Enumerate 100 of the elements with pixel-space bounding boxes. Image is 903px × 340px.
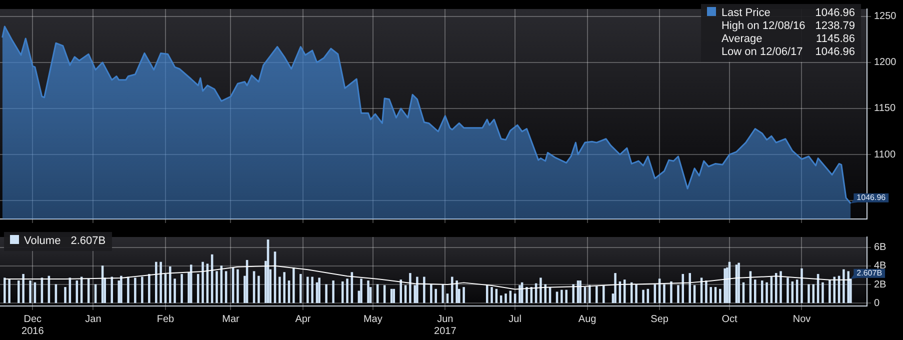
bar bbox=[442, 284, 444, 304]
bar bbox=[588, 285, 591, 304]
x-tick-label: Jul bbox=[508, 314, 522, 325]
bar bbox=[800, 268, 803, 304]
bar bbox=[766, 282, 768, 304]
bar bbox=[719, 288, 722, 304]
y-tick-label: 1200 bbox=[874, 57, 897, 68]
bar bbox=[311, 276, 314, 304]
bar bbox=[236, 269, 239, 304]
annotation: 1046.96 bbox=[856, 193, 886, 202]
bar bbox=[392, 288, 396, 304]
bar bbox=[596, 286, 598, 304]
text: Last Price 1046.96 bbox=[721, 7, 855, 19]
bar bbox=[833, 276, 836, 304]
bar bbox=[518, 285, 521, 304]
annotation: 2.607B bbox=[856, 268, 882, 278]
x-tick-label: Dec 2016 bbox=[22, 314, 44, 337]
annotation: Low on 12/06/17 1046.96 bbox=[721, 46, 855, 59]
bar bbox=[688, 273, 691, 304]
bar bbox=[780, 271, 782, 304]
x-tick-label: Feb bbox=[156, 314, 175, 325]
bar bbox=[118, 280, 120, 304]
bar bbox=[120, 276, 122, 304]
x-tick-label: Jan bbox=[85, 314, 102, 325]
bar bbox=[423, 276, 426, 304]
bar bbox=[456, 280, 458, 304]
x-tick-label: Sep bbox=[650, 314, 669, 325]
bar bbox=[110, 276, 113, 304]
bar bbox=[29, 280, 32, 304]
legend-label: Volume 2.607B bbox=[24, 235, 106, 248]
bar bbox=[540, 278, 542, 304]
x-tick-label: Mar bbox=[222, 314, 240, 325]
bar bbox=[847, 271, 850, 304]
y-tick-label: 2B bbox=[874, 279, 887, 290]
bar bbox=[4, 278, 6, 304]
bar bbox=[155, 262, 158, 304]
bar bbox=[451, 276, 454, 304]
bar bbox=[614, 273, 616, 304]
bar bbox=[127, 276, 130, 304]
bar bbox=[490, 287, 493, 304]
x-tick-label: Oct bbox=[722, 314, 738, 325]
bar bbox=[572, 284, 574, 304]
bar bbox=[828, 280, 831, 304]
annotation: High on 12/08/16 1238.79 bbox=[721, 20, 855, 33]
bar bbox=[808, 284, 810, 304]
bar bbox=[842, 269, 845, 304]
bar bbox=[504, 294, 507, 304]
bar bbox=[332, 280, 334, 304]
bar bbox=[216, 271, 218, 304]
bar bbox=[18, 280, 20, 304]
bar bbox=[635, 284, 638, 304]
bar bbox=[724, 268, 726, 304]
x-tick-label: Aug bbox=[578, 314, 596, 325]
bar bbox=[579, 280, 582, 304]
y-tick-label: 6B bbox=[874, 242, 887, 254]
bar bbox=[602, 285, 605, 304]
bar bbox=[346, 278, 348, 304]
bar bbox=[400, 280, 402, 304]
bar bbox=[462, 287, 465, 304]
bar bbox=[705, 280, 708, 304]
bar bbox=[430, 284, 432, 304]
bar bbox=[160, 262, 162, 304]
bar bbox=[760, 280, 764, 304]
bar bbox=[786, 278, 789, 304]
bar bbox=[22, 274, 24, 304]
bar bbox=[409, 273, 412, 304]
bar bbox=[738, 262, 740, 304]
x-tick-label: Apr bbox=[295, 314, 312, 325]
bar bbox=[300, 274, 302, 304]
bar bbox=[360, 278, 362, 304]
text: Average 1145.86 bbox=[721, 33, 855, 45]
bar bbox=[682, 274, 684, 304]
bar bbox=[663, 284, 666, 304]
bar bbox=[416, 276, 418, 304]
x-tick-label: Nov bbox=[792, 314, 811, 325]
bar bbox=[710, 287, 712, 304]
bar bbox=[64, 287, 66, 304]
bar bbox=[526, 287, 528, 304]
bar bbox=[292, 267, 295, 304]
bar bbox=[148, 274, 150, 304]
bar bbox=[174, 278, 176, 304]
bar bbox=[141, 276, 144, 304]
y-tick-label: 1100 bbox=[874, 149, 896, 160]
bar bbox=[544, 284, 546, 304]
x-tick-label: May bbox=[363, 314, 382, 325]
bar bbox=[180, 274, 183, 304]
bar bbox=[318, 278, 320, 304]
bar bbox=[258, 276, 260, 304]
y-tick-label: 1250 bbox=[874, 11, 897, 22]
bar bbox=[560, 290, 563, 304]
bar bbox=[8, 278, 10, 304]
bar bbox=[642, 290, 644, 304]
bar bbox=[278, 276, 281, 304]
bar bbox=[677, 285, 680, 304]
y-tick-label: 1150 bbox=[874, 103, 896, 114]
bar bbox=[202, 262, 204, 304]
bar bbox=[367, 280, 370, 304]
y-tick-label: 0 bbox=[874, 298, 880, 309]
bar bbox=[169, 266, 172, 304]
bar bbox=[325, 284, 328, 304]
